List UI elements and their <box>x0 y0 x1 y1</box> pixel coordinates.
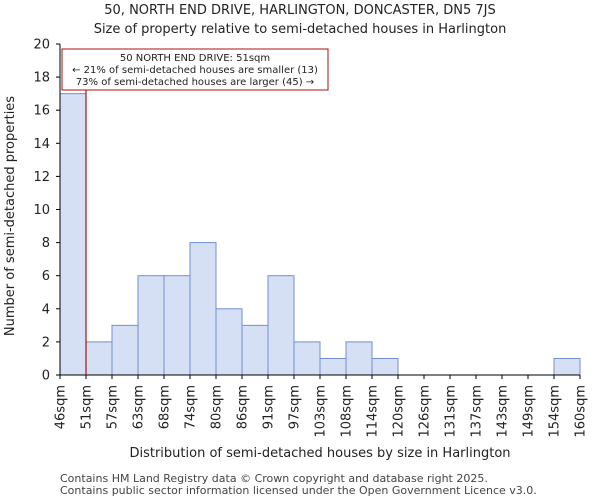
footer-line-2: Contains public sector information licen… <box>60 484 537 497</box>
y-ticks-group: 0 2 4 6 8 10 12 14 16 18 20 <box>33 38 60 384</box>
y-tick-label: 0 <box>42 369 50 384</box>
x-tick-label: 149sqm <box>522 385 537 438</box>
chart-title: 50, NORTH END DRIVE, HARLINGTON, DONCAST… <box>104 3 495 18</box>
x-tick-label: 97sqm <box>288 385 303 429</box>
x-tick-label: 154sqm <box>548 385 563 438</box>
histogram-bar <box>319 357 347 376</box>
y-tick-label: 2 <box>42 335 50 350</box>
annotation-frame <box>61 48 329 91</box>
histogram-bar <box>137 275 165 376</box>
annotation-line-3: 73% of semi-detached houses are larger (… <box>76 77 314 88</box>
x-tick-label: 86sqm <box>236 385 251 429</box>
x-axis-label: Distribution of semi-detached houses by … <box>129 446 510 461</box>
x-tick-label: 131sqm <box>444 385 459 438</box>
annotation-line-1: 50 NORTH END DRIVE: 51sqm <box>120 53 270 64</box>
histogram-bar <box>345 341 373 376</box>
histogram-bar <box>215 308 243 376</box>
x-tick-label: 114sqm <box>366 385 381 438</box>
x-tick-label: 143sqm <box>496 385 511 438</box>
y-tick-label: 14 <box>33 137 50 152</box>
histogram-bar <box>371 357 399 376</box>
x-tick-label: 74sqm <box>184 385 199 429</box>
y-tick-label: 8 <box>42 236 50 251</box>
x-tick-label: 91sqm <box>262 385 277 429</box>
x-tick-label: 137sqm <box>470 385 485 438</box>
y-tick-label: 10 <box>33 203 50 218</box>
x-tick-label: 103sqm <box>314 385 329 438</box>
histogram-bar <box>267 275 295 376</box>
footer-line-1: Contains HM Land Registry data © Crown c… <box>60 472 488 485</box>
y-tick-label: 4 <box>42 302 50 317</box>
y-tick-label: 20 <box>33 38 50 53</box>
x-tick-label: 80sqm <box>210 385 225 429</box>
bars-group <box>59 93 581 376</box>
y-axis-label: Number of semi-detached properties <box>3 96 18 336</box>
x-tick-label: 120sqm <box>392 385 407 438</box>
x-tick-label: 57sqm <box>106 385 121 429</box>
histogram-bar <box>241 324 269 376</box>
histogram-bar <box>111 324 139 376</box>
histogram-bar <box>189 242 217 376</box>
x-ticks-group: 46sqm 51sqm 57sqm 63sqm 68sqm 74sqm 80sqm 86sqm… <box>54 375 589 438</box>
histogram-bar <box>293 341 321 376</box>
x-tick-label: 108sqm <box>340 385 355 438</box>
annotation-line-2: ← 21% of semi-detached houses are smalle… <box>72 65 318 76</box>
histogram-bar <box>85 341 113 376</box>
x-tick-label: 51sqm <box>80 385 95 429</box>
x-tick-label: 68sqm <box>158 385 173 429</box>
histogram-bar <box>163 275 191 376</box>
y-tick-label: 12 <box>33 170 50 185</box>
y-tick-label: 6 <box>42 269 50 284</box>
y-tick-label: 18 <box>33 71 50 86</box>
x-tick-label: 63sqm <box>132 385 147 429</box>
x-tick-label: 160sqm <box>574 385 589 438</box>
x-tick-label: 126sqm <box>418 385 433 438</box>
x-tick-label: 46sqm <box>54 385 69 429</box>
chart-subtitle: Size of property relative to semi-detach… <box>94 22 507 37</box>
y-tick-label: 16 <box>33 104 50 119</box>
histogram-bar <box>59 93 87 376</box>
histogram-bar <box>553 357 581 376</box>
annotation-box: 50 NORTH END DRIVE: 51sqm ← 21% of semi-… <box>61 48 329 91</box>
